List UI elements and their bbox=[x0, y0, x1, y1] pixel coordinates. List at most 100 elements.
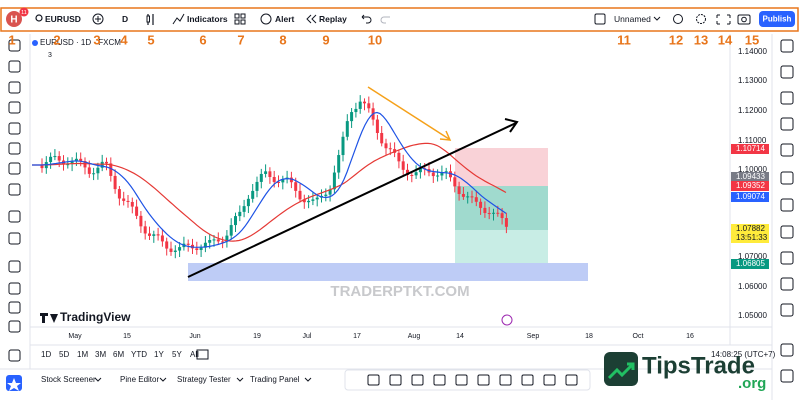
price-label: 1.07000 bbox=[738, 252, 767, 261]
tool-icon[interactable] bbox=[780, 198, 794, 212]
tool-icon[interactable] bbox=[780, 369, 794, 383]
interval[interactable]: D bbox=[122, 14, 128, 24]
price-tag-label: 1.09433 bbox=[736, 172, 765, 181]
candle bbox=[311, 199, 315, 201]
tool-icon[interactable] bbox=[8, 320, 21, 333]
event-marker[interactable] bbox=[501, 314, 513, 326]
candle bbox=[500, 213, 504, 219]
tool-icon[interactable] bbox=[389, 374, 402, 386]
tool-icon[interactable] bbox=[8, 60, 21, 73]
tool-icon[interactable] bbox=[8, 349, 21, 362]
time-label: 17 bbox=[353, 333, 361, 340]
candle bbox=[384, 143, 388, 149]
avatar[interactable] bbox=[6, 11, 22, 27]
candle bbox=[504, 218, 508, 227]
range-button[interactable]: 1M bbox=[77, 350, 88, 359]
candle bbox=[173, 250, 177, 252]
tool-icon[interactable] bbox=[780, 303, 794, 317]
bottom-tab[interactable]: Pine Editor bbox=[120, 375, 159, 384]
candle bbox=[461, 193, 465, 197]
snapshot[interactable] bbox=[737, 14, 751, 25]
tool-icon[interactable] bbox=[8, 81, 21, 94]
annotation-number: 12 bbox=[669, 32, 683, 47]
tool-icon[interactable] bbox=[780, 143, 794, 157]
publish-button[interactable] bbox=[759, 11, 795, 27]
tool-icon[interactable] bbox=[455, 374, 468, 386]
tool-icon[interactable] bbox=[780, 39, 794, 53]
candle bbox=[203, 242, 207, 248]
tool-icon[interactable] bbox=[780, 225, 794, 239]
candle bbox=[122, 198, 126, 201]
candle bbox=[251, 190, 255, 199]
candle bbox=[388, 148, 392, 150]
candle bbox=[414, 172, 418, 176]
tool-icon[interactable] bbox=[543, 374, 556, 386]
range-button[interactable]: 1D bbox=[41, 350, 51, 359]
tool-icon[interactable] bbox=[411, 374, 424, 386]
range-button[interactable]: 5Y bbox=[172, 350, 182, 359]
tool-icon[interactable] bbox=[477, 374, 490, 386]
date-range-icon[interactable] bbox=[196, 349, 209, 360]
settings[interactable] bbox=[696, 14, 706, 24]
tool-icon[interactable] bbox=[8, 232, 21, 245]
quick-search[interactable] bbox=[673, 14, 683, 24]
checkbox[interactable] bbox=[594, 13, 606, 25]
target-zone bbox=[455, 186, 548, 230]
range-button[interactable]: 6M bbox=[113, 350, 124, 359]
indicators-button[interactable]: Indicators bbox=[187, 14, 228, 24]
tool-icon[interactable] bbox=[8, 142, 21, 155]
layout-name[interactable]: Unnamed bbox=[614, 14, 651, 24]
symbol-search[interactable]: EURUSD bbox=[45, 14, 81, 24]
tool-icon[interactable] bbox=[8, 282, 21, 295]
replay-button[interactable]: Replay bbox=[319, 14, 347, 24]
tool-icon[interactable] bbox=[8, 301, 21, 314]
stop-zone bbox=[455, 148, 548, 186]
tool-icon[interactable] bbox=[521, 374, 534, 386]
fullscreen[interactable] bbox=[716, 14, 731, 25]
tool-icon[interactable] bbox=[780, 65, 794, 79]
tool-icon[interactable] bbox=[565, 374, 578, 386]
candle bbox=[358, 101, 362, 109]
undo[interactable] bbox=[361, 14, 372, 24]
annotation-number: 9 bbox=[322, 32, 329, 47]
range-button[interactable]: 3M bbox=[95, 350, 106, 359]
tool-icon[interactable] bbox=[8, 122, 21, 135]
candle bbox=[496, 212, 500, 214]
price-tag bbox=[731, 233, 769, 243]
candle bbox=[264, 171, 268, 174]
tool-icon[interactable] bbox=[8, 183, 21, 196]
bottom-tab[interactable]: Strategy Tester bbox=[177, 375, 231, 384]
range-button[interactable]: All bbox=[190, 350, 199, 359]
bottom-tab[interactable]: Stock Screener bbox=[41, 375, 96, 384]
tool-icon[interactable] bbox=[780, 343, 794, 357]
annotation-number: 11 bbox=[617, 32, 631, 47]
redo[interactable] bbox=[380, 16, 390, 24]
layouts-icon[interactable] bbox=[234, 13, 246, 25]
tool-icon[interactable] bbox=[780, 91, 794, 105]
range-button[interactable]: 5D bbox=[59, 350, 69, 359]
candle bbox=[70, 160, 74, 165]
range-button[interactable]: YTD bbox=[131, 350, 147, 359]
tool-icon[interactable] bbox=[8, 101, 21, 114]
candle bbox=[199, 247, 203, 250]
candle bbox=[178, 247, 182, 251]
tool-icon[interactable] bbox=[8, 210, 21, 223]
tool-icon[interactable] bbox=[780, 277, 794, 291]
moving-average bbox=[32, 111, 507, 248]
tool-icon[interactable] bbox=[780, 171, 794, 185]
tool-icon[interactable] bbox=[367, 374, 380, 386]
add-symbol[interactable] bbox=[92, 13, 104, 25]
tool-icon[interactable] bbox=[8, 39, 21, 52]
tool-icon[interactable] bbox=[780, 117, 794, 131]
candle bbox=[92, 173, 96, 175]
alert-button[interactable]: Alert bbox=[275, 14, 295, 24]
tool-icon[interactable] bbox=[8, 162, 21, 175]
bottom-tab[interactable]: Trading Panel bbox=[250, 375, 300, 384]
tool-icon[interactable] bbox=[433, 374, 446, 386]
tool-icon[interactable] bbox=[780, 251, 794, 265]
tool-icon[interactable] bbox=[499, 374, 512, 386]
indicator-count: 3 bbox=[48, 52, 52, 59]
tool-icon[interactable] bbox=[8, 260, 21, 273]
annotation-number: 6 bbox=[199, 32, 206, 47]
range-button[interactable]: 1Y bbox=[154, 350, 164, 359]
